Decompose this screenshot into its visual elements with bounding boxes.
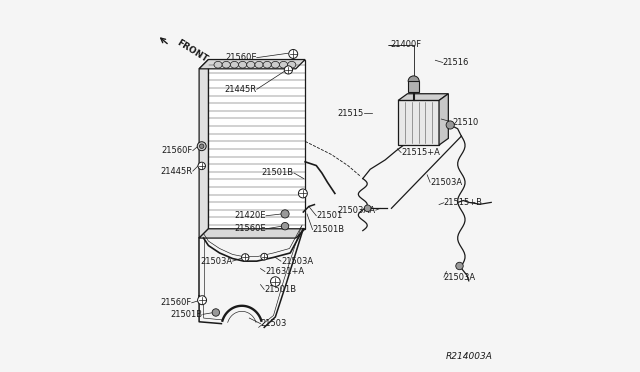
Text: 21516: 21516 (443, 58, 469, 67)
Circle shape (298, 189, 307, 198)
Ellipse shape (230, 61, 239, 68)
Ellipse shape (271, 61, 280, 68)
Circle shape (446, 121, 454, 129)
Circle shape (281, 210, 289, 218)
Circle shape (197, 142, 206, 151)
Circle shape (261, 253, 268, 260)
Text: 21501B: 21501B (171, 310, 203, 319)
Polygon shape (199, 229, 305, 238)
Text: 21445R: 21445R (161, 167, 193, 176)
Text: 21503A: 21503A (281, 257, 313, 266)
Text: 21445R: 21445R (225, 85, 257, 94)
Ellipse shape (263, 61, 271, 68)
Text: 21501B: 21501B (262, 169, 294, 177)
Circle shape (284, 66, 292, 74)
Circle shape (212, 309, 220, 316)
Text: 21503A: 21503A (430, 178, 462, 187)
Ellipse shape (246, 61, 255, 68)
Ellipse shape (255, 61, 263, 68)
Ellipse shape (214, 61, 222, 68)
Text: 21515+A: 21515+A (401, 148, 440, 157)
Text: R214003A: R214003A (446, 352, 493, 361)
Ellipse shape (222, 61, 230, 68)
Text: 21515+B: 21515+B (444, 198, 483, 207)
Polygon shape (408, 81, 419, 92)
Wedge shape (408, 76, 419, 81)
Ellipse shape (287, 61, 296, 68)
Text: 21560F: 21560F (161, 298, 191, 307)
Text: FRONT: FRONT (175, 38, 209, 64)
Text: 21631+A: 21631+A (265, 267, 304, 276)
Text: 21501B: 21501B (312, 225, 345, 234)
Polygon shape (398, 94, 449, 100)
Circle shape (198, 162, 205, 170)
Circle shape (241, 254, 249, 261)
Text: 21501B: 21501B (264, 285, 296, 294)
Text: 21420E: 21420E (235, 211, 266, 220)
Text: 21501: 21501 (316, 211, 342, 220)
Circle shape (271, 277, 280, 286)
Polygon shape (199, 60, 305, 69)
Text: 21515: 21515 (338, 109, 364, 118)
Circle shape (198, 296, 207, 305)
Polygon shape (398, 100, 439, 145)
Text: 21503A: 21503A (200, 257, 232, 266)
Ellipse shape (239, 61, 246, 68)
Circle shape (200, 144, 204, 148)
Text: 21560E: 21560E (234, 224, 266, 233)
Text: 21560E: 21560E (225, 53, 257, 62)
Circle shape (456, 262, 463, 270)
Circle shape (282, 222, 289, 230)
Text: 21560F: 21560F (161, 146, 193, 155)
Ellipse shape (280, 61, 287, 68)
Text: 21503A: 21503A (444, 273, 476, 282)
Text: 21510: 21510 (452, 118, 478, 126)
Circle shape (289, 49, 298, 58)
Text: 21400F: 21400F (390, 40, 422, 49)
Text: 21503AA: 21503AA (338, 206, 376, 215)
Polygon shape (199, 60, 209, 238)
Polygon shape (209, 60, 305, 229)
Circle shape (364, 205, 371, 212)
Text: 21503: 21503 (260, 319, 287, 328)
Polygon shape (439, 94, 449, 145)
